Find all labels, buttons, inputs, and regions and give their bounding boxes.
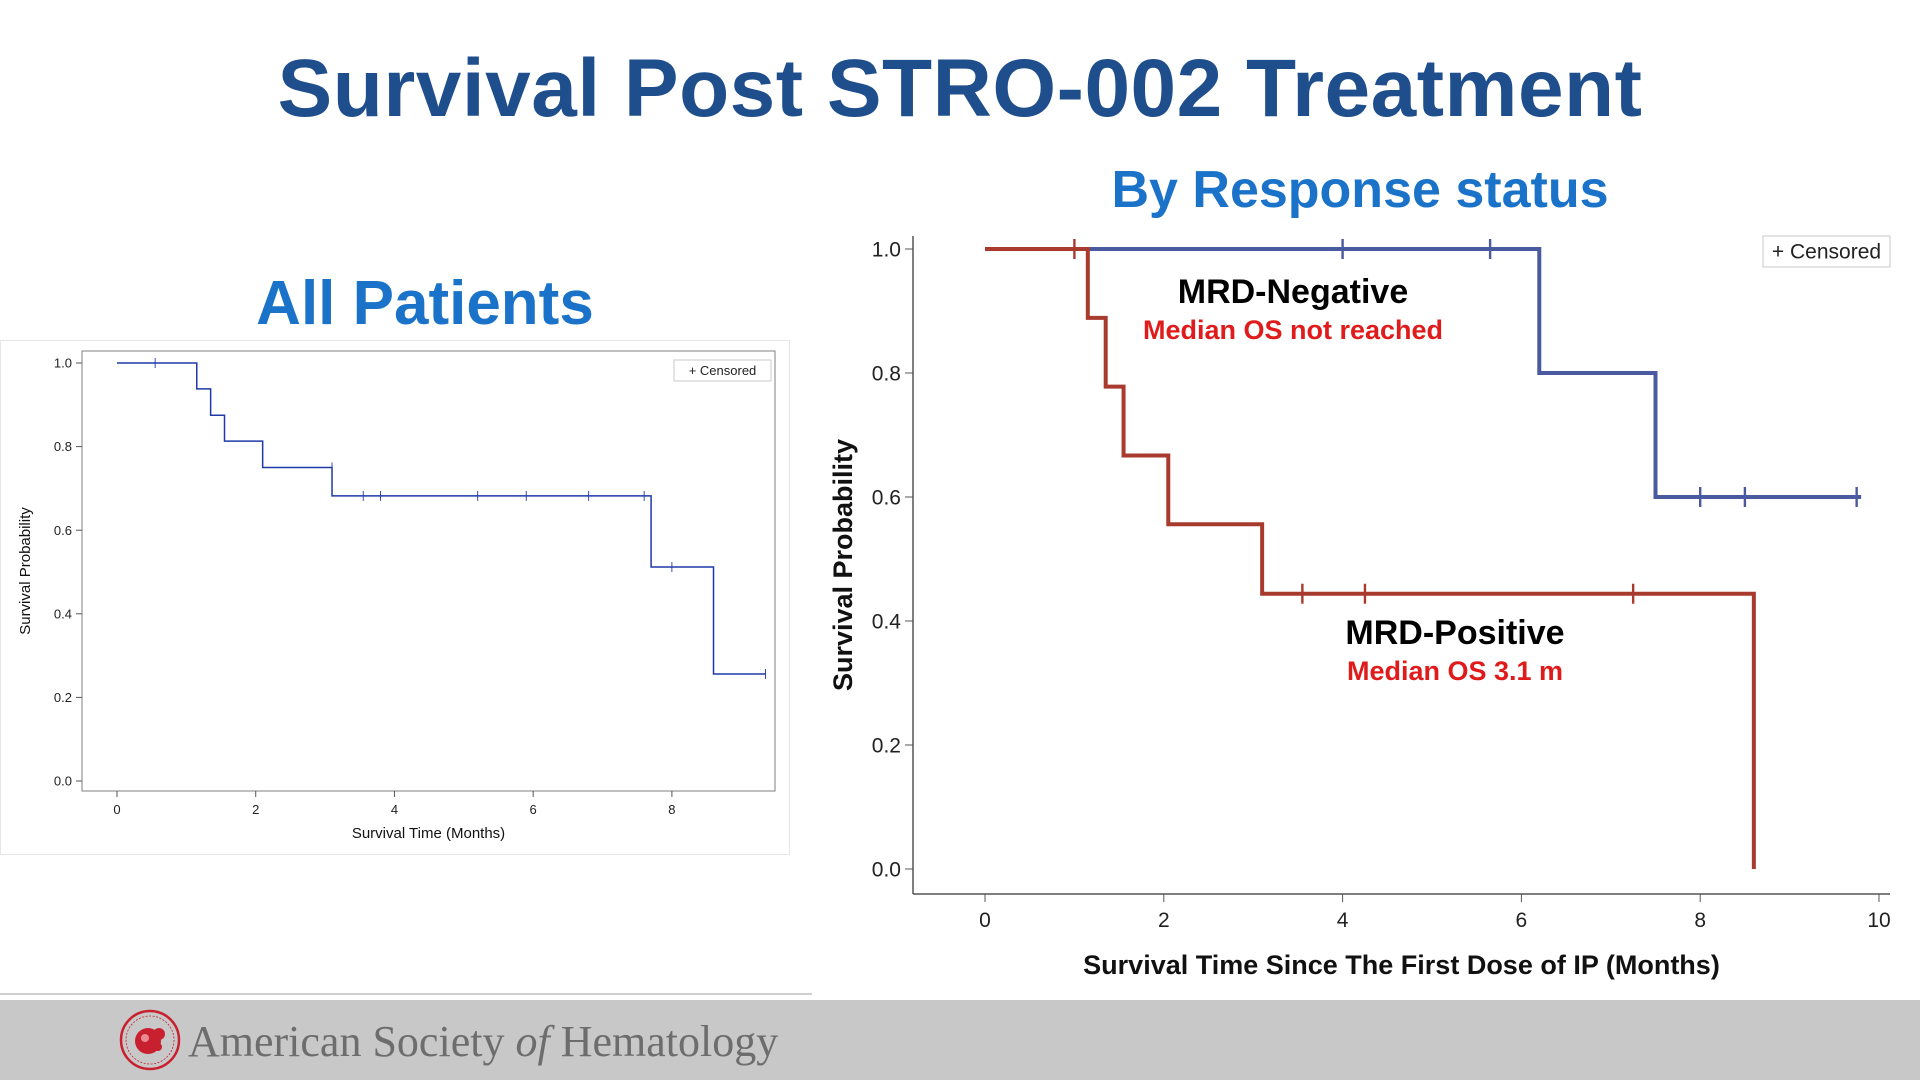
all-patients-chart-panel: 0.0 0.2 0.4 0.6 0.8 1.0 0 2 4 6 8 Survival Time (Mo… <box>0 340 790 855</box>
y-tick-label: 0.6 <box>54 523 72 538</box>
series-note-1: Median OS 3.1 m <box>1347 656 1563 686</box>
x-tick-label: 8 <box>1694 909 1706 932</box>
x-tick-label: 2 <box>1158 909 1170 932</box>
y-tick-label: 0.4 <box>54 606 72 621</box>
x-tick-label: 0 <box>979 909 991 932</box>
x-tick-label: 8 <box>668 802 675 817</box>
x-tick-label: 4 <box>1337 909 1349 932</box>
y-tick-label: 0.0 <box>54 774 72 789</box>
response-status-subtitle: By Response status <box>1111 161 1609 219</box>
legend-box <box>1762 235 1891 268</box>
x-tick-label: 4 <box>391 802 398 817</box>
series-label-0: MRD-Negative <box>1178 273 1408 311</box>
footer-bar <box>0 1000 1920 1080</box>
y-tick-label: 1.0 <box>54 356 72 371</box>
y-axis-label: Survival Probability <box>828 439 858 691</box>
x-tick-label: 2 <box>252 802 259 817</box>
x-axis-label: Survival Time (Months) <box>352 825 505 842</box>
x-tick-label: 0 <box>113 802 120 817</box>
y-tick-label: 0.8 <box>872 362 901 385</box>
y-tick-label: 0.6 <box>872 486 901 509</box>
x-tick-label: 6 <box>530 802 537 817</box>
footer-org-name: American Society of Hematology <box>188 1012 778 1072</box>
slide-title: Survival Post STRO-002 Treatment <box>277 43 1643 134</box>
series-note-0: Median OS not reached <box>1143 315 1443 345</box>
org-name-italic: of <box>515 1017 550 1066</box>
y-tick-label: 0.8 <box>54 439 72 454</box>
legend-censored-label: + Censored <box>689 363 757 378</box>
series-label-1: MRD-Positive <box>1345 614 1564 652</box>
y-axis-label: Survival Probability <box>17 507 34 635</box>
org-name-part2: Hematology <box>549 1017 779 1066</box>
ash-seal-logo <box>119 1009 181 1071</box>
y-tick-label: 0.4 <box>872 610 902 633</box>
legend-censored-label: + Censored <box>1772 240 1881 263</box>
plot-frame <box>81 350 776 792</box>
response-status-chart-panel: 0.0 0.2 0.4 0.6 0.8 1.0 0 2 4 6 8 10 Survival Time S… <box>810 226 1900 996</box>
legend-box <box>673 359 772 382</box>
km-survival-line-1 <box>985 247 1756 869</box>
km-survival-line-0 <box>117 362 766 675</box>
km-survival-line-0 <box>985 247 1862 499</box>
x-tick-label: 6 <box>1516 909 1528 932</box>
all-patients-subtitle: All Patients <box>256 269 594 338</box>
x-tick-label: 10 <box>1867 909 1890 932</box>
divider-line <box>0 993 812 995</box>
y-tick-label: 0.0 <box>872 858 901 881</box>
x-axis-label: Survival Time Since The First Dose of IP… <box>1083 950 1720 980</box>
all-patients-km-chart: 0.0 0.2 0.4 0.6 0.8 1.0 0 2 4 6 8 Survival Time (Mo… <box>17 350 776 842</box>
org-name-part1: American Society <box>188 1017 516 1066</box>
y-tick-label: 0.2 <box>54 690 72 705</box>
response-status-km-chart: 0.0 0.2 0.4 0.6 0.8 1.0 0 2 4 6 8 10 Survival Time S… <box>828 235 1891 980</box>
y-tick-label: 0.2 <box>872 734 901 757</box>
y-tick-label: 1.0 <box>872 238 901 261</box>
